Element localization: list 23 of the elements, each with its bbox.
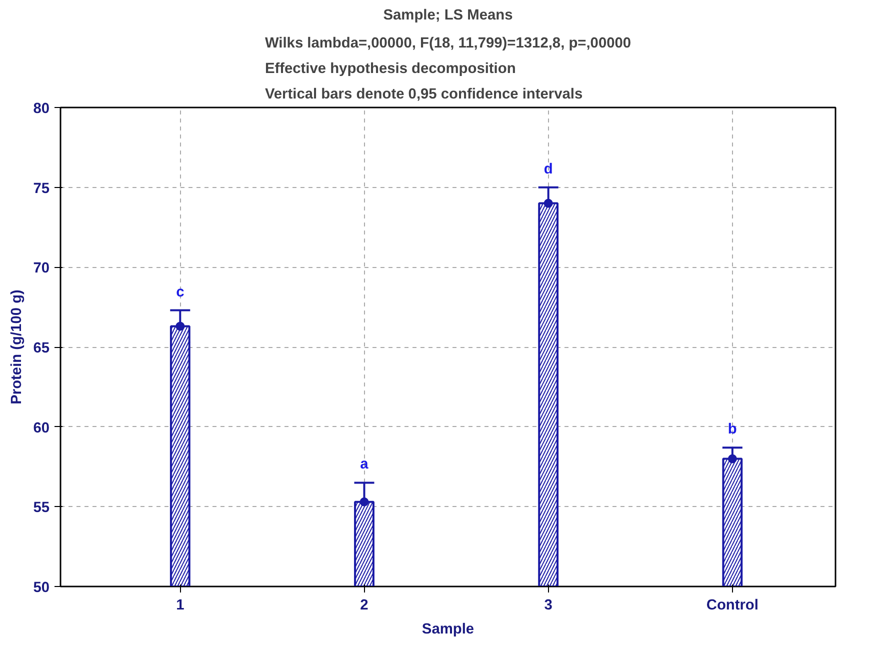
y-tick-label: 50 — [33, 580, 50, 596]
y-tick-label: 75 — [33, 180, 50, 197]
x-axis-title: Sample — [422, 622, 474, 638]
y-tick-label: 60 — [33, 420, 50, 436]
point — [544, 198, 553, 208]
annotation: c — [176, 284, 184, 300]
y-tick-label: 70 — [33, 260, 50, 277]
point — [728, 454, 737, 464]
annotation: b — [728, 422, 737, 438]
point — [176, 322, 185, 331]
x-tick-label: 3 — [544, 598, 552, 614]
x-tick-label: Control — [706, 598, 758, 614]
chart-title: Sample; LS Means — [383, 8, 513, 24]
x-tick-label: 2 — [360, 598, 368, 614]
annotation: a — [360, 456, 370, 473]
y-tick-label: 80 — [33, 101, 50, 117]
x-tick-label: 1 — [176, 598, 184, 614]
annotation: d — [544, 161, 553, 178]
y-tick-label: 65 — [33, 340, 50, 356]
y-axis-title: Protein (g/100 g) — [9, 289, 26, 404]
point — [360, 497, 369, 506]
y-tick-label: 55 — [33, 500, 50, 516]
chart-subtitle: Wilks lambda=,00000, F(18, 11,799)=1312,8, p=,00000 Effective hypothesis decomposition Vertical bars denote 0,95 confidence intervals — [264, 35, 632, 102]
